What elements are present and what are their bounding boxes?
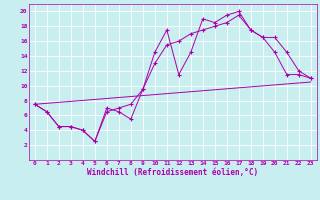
X-axis label: Windchill (Refroidissement éolien,°C): Windchill (Refroidissement éolien,°C) xyxy=(87,168,258,177)
